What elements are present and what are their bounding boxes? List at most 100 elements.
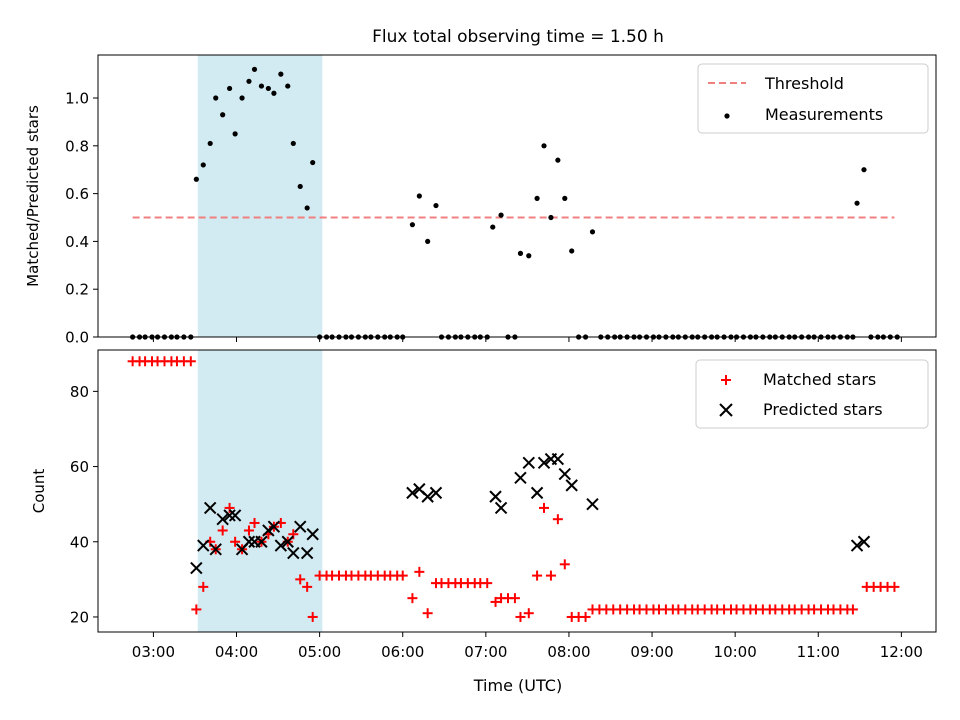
measurement-point: [207, 140, 213, 147]
matched-star-point: [422, 608, 433, 619]
y-tick-label: 40: [70, 533, 89, 551]
x-tick-label: 11:00: [797, 643, 840, 661]
y-tick-label: 0.0: [65, 329, 89, 347]
predicted-star-point: [494, 501, 508, 515]
x-tick-label: 12:00: [880, 643, 923, 661]
matched-star-point: [490, 596, 501, 607]
predicted-star-point: [551, 452, 565, 466]
legend-matched-swatch: [721, 375, 731, 385]
measurement-point: [534, 195, 540, 201]
x-tick-label: 06:00: [381, 643, 424, 661]
predicted-star-point: [267, 520, 281, 533]
measurement-point: [854, 200, 860, 206]
predicted-star-point: [306, 528, 319, 541]
measurement-point: [290, 140, 296, 147]
x-tick-label: 07:00: [464, 643, 507, 661]
predicted-star-point: [223, 509, 236, 522]
matched-star-point: [397, 570, 408, 581]
measurement-point: [278, 71, 284, 77]
measurement-point: [265, 85, 271, 92]
measurement-point: [246, 78, 252, 84]
measurement-point: [541, 143, 547, 149]
y-tick-label: 0.8: [65, 137, 89, 155]
predicted-star-point: [287, 546, 300, 560]
predicted-star-point: [294, 520, 307, 533]
predicted-star-point: [216, 512, 229, 526]
legend-measurements-swatch: [724, 113, 730, 119]
legend-threshold-label: Threshold: [764, 74, 844, 93]
matched-star-point: [295, 574, 306, 585]
predicted-star-point: [209, 543, 222, 556]
measurement-point: [271, 90, 277, 96]
predicted-star-point: [850, 539, 864, 552]
y-tick-label: 20: [70, 608, 89, 626]
matched-star-point: [515, 611, 526, 622]
x-tick-label: 09:00: [630, 643, 673, 661]
y-tick-label: 0.2: [65, 281, 89, 299]
ratio-legend: Threshold Measurements: [697, 63, 929, 134]
measurement-point: [304, 205, 310, 211]
predicted-star-point: [530, 486, 544, 500]
measurement-point: [526, 253, 532, 259]
predicted-star-point: [228, 509, 242, 522]
chart-title: Flux total observing time = 1.50 h: [372, 27, 664, 47]
count-legend: Matched stars Predicted stars: [695, 359, 929, 429]
predicted-star-point: [281, 535, 294, 548]
matched-star-point: [580, 611, 591, 622]
predicted-star-point: [242, 535, 256, 548]
matched-star-point: [217, 525, 228, 536]
predicted-star-point: [586, 497, 599, 511]
matched-star-point: [243, 525, 254, 536]
matched-star-point: [509, 593, 520, 604]
predicted-star-point: [197, 539, 210, 552]
matched-star-point: [559, 559, 570, 570]
count-x-axis: 03:00 04:00 05:00 06:00 07:00 08:00 09:00 10:00…: [132, 632, 923, 661]
measurement-point: [258, 83, 265, 89]
predicted-star-point: [190, 561, 203, 575]
matched-star-point: [191, 604, 202, 615]
predicted-stars-series: [190, 452, 871, 575]
predicted-star-point: [421, 490, 434, 503]
matched-stars-series: [127, 356, 900, 622]
measurement-point: [226, 85, 233, 92]
measurement-point: [548, 214, 554, 221]
matched-star-point: [198, 581, 209, 592]
matched-star-point: [185, 356, 196, 367]
measurement-point: [409, 222, 416, 228]
y-tick-label: 80: [70, 383, 89, 401]
legend-matched-label: Matched stars: [763, 370, 876, 389]
highlight-span: [197, 55, 323, 337]
matched-star-point: [414, 566, 425, 577]
measurement-point: [861, 167, 867, 173]
measurement-point: [232, 131, 238, 137]
predicted-star-point: [489, 490, 502, 503]
matched-star-point: [407, 593, 418, 604]
matched-star-point: [847, 604, 858, 615]
predicted-star-point: [558, 467, 571, 481]
predicted-star-point: [262, 524, 275, 537]
x-tick-label: 10:00: [714, 643, 757, 661]
legend-predicted-label: Predicted stars: [763, 400, 883, 419]
y-tick-label: 0.6: [65, 185, 89, 203]
measurement-point: [517, 250, 524, 256]
measurement-point: [310, 159, 316, 166]
measurement-point: [193, 176, 199, 182]
predicted-star-point: [406, 486, 419, 500]
predicted-star-point: [514, 471, 527, 485]
predicted-star-point: [522, 456, 535, 470]
ratio-y-axis: 0.0 0.2 0.4 0.6 0.8 1.0: [65, 90, 98, 347]
predicted-star-point: [300, 546, 314, 560]
ratio-plot-frame: [97, 54, 937, 338]
measurement-point: [213, 95, 219, 101]
matched-star-point: [482, 578, 493, 589]
predicted-star-point: [565, 479, 578, 492]
matched-star-point: [539, 502, 550, 513]
y-tick-label: 1.0: [65, 90, 89, 108]
measurement-point: [239, 95, 245, 101]
measurement-point: [562, 195, 568, 201]
highlight-span: [197, 350, 323, 632]
matched-star-point: [889, 581, 900, 592]
count-y-axis: 20 40 60 80: [70, 383, 98, 626]
predicted-star-point: [429, 486, 443, 500]
